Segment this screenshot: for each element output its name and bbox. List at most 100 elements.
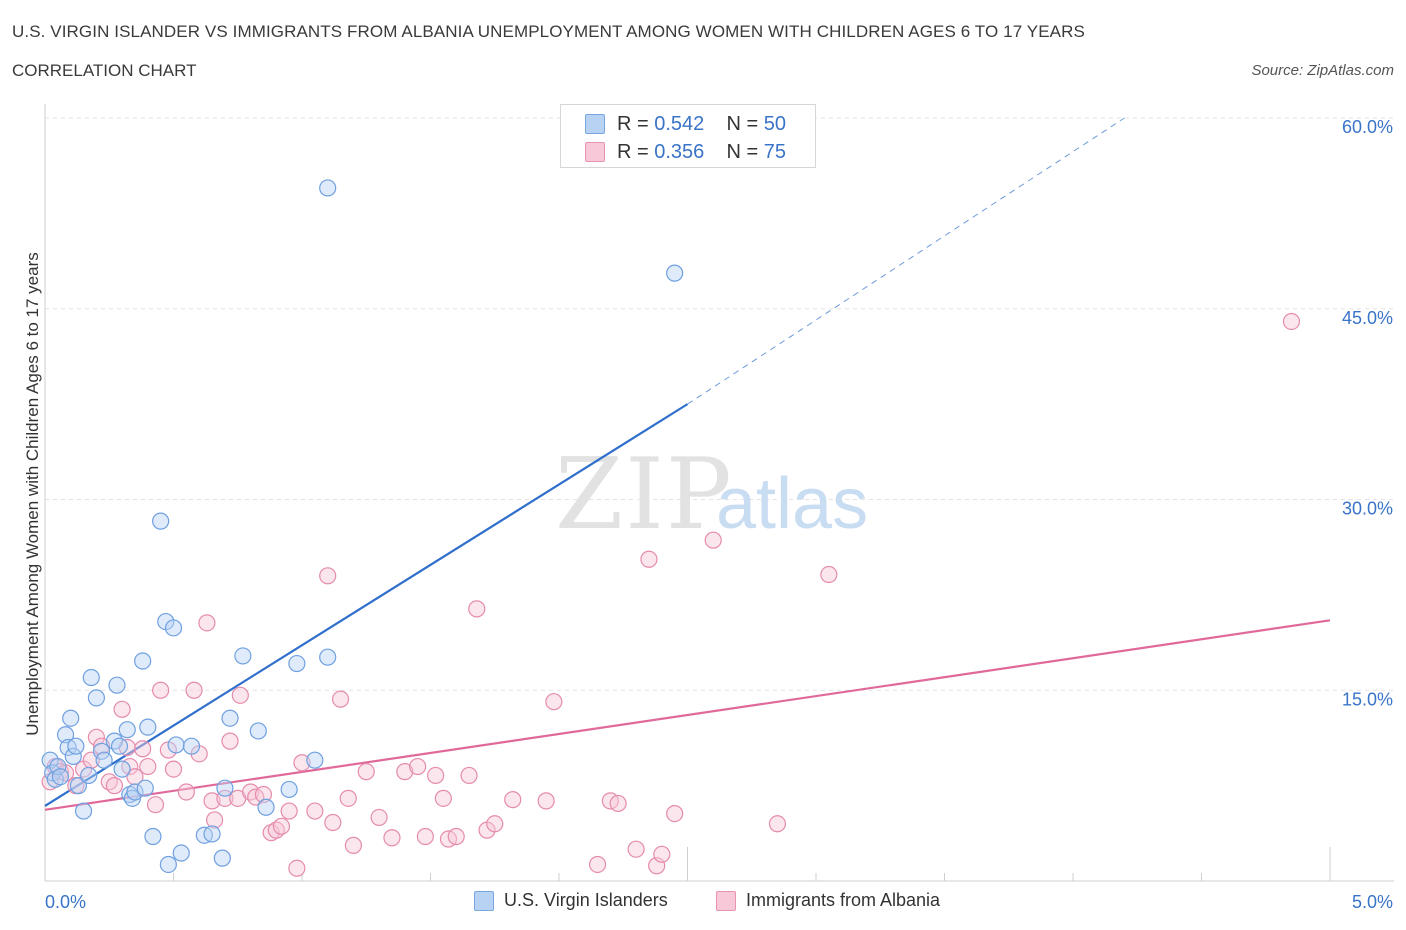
n-label: N =	[726, 140, 759, 163]
point-albania	[370, 808, 388, 827]
point-virgin-islanders	[56, 726, 75, 744]
point-albania	[627, 840, 645, 858]
point-virgin-islanders	[306, 751, 324, 769]
point-virgin-islanders	[167, 736, 185, 754]
point-albania	[820, 565, 838, 584]
point-virgin-islanders	[249, 722, 267, 740]
y-tick-label: 30.0%	[1342, 499, 1393, 519]
n-value: 75	[763, 140, 787, 163]
point-virgin-islanders	[136, 779, 154, 797]
point-virgin-islanders	[213, 849, 231, 867]
y-axis-label: Unemployment Among Women with Children A…	[23, 252, 42, 736]
point-albania	[704, 531, 722, 549]
r-label: R =	[617, 112, 649, 135]
point-albania	[383, 829, 401, 847]
point-virgin-islanders	[152, 512, 170, 530]
point-virgin-islanders	[82, 668, 100, 687]
point-virgin-islanders	[319, 648, 337, 666]
point-albania	[339, 789, 357, 807]
point-virgin-islanders	[108, 676, 126, 694]
point-albania	[242, 783, 260, 801]
point-virgin-islanders	[110, 737, 129, 755]
point-albania	[152, 681, 170, 699]
point-albania	[306, 802, 324, 820]
n-value: 50	[763, 112, 787, 135]
point-albania	[666, 805, 684, 823]
point-virgin-islanders	[113, 760, 131, 778]
point-albania	[324, 813, 342, 832]
point-virgin-islanders	[280, 780, 298, 799]
legend-row-albania: R = 0.356 N = 75	[585, 140, 786, 164]
legend-row-virgin-islanders: R = 0.542 N = 50	[585, 112, 786, 136]
point-virgin-islanders	[139, 718, 157, 736]
point-albania	[206, 811, 224, 829]
point-virgin-islanders	[144, 827, 162, 846]
trendlines	[44, 117, 1331, 811]
trendline-virgin-islanders	[44, 403, 689, 807]
point-albania	[447, 827, 465, 846]
point-albania	[640, 550, 658, 568]
point-albania	[198, 614, 216, 632]
point-albania	[1282, 312, 1301, 331]
point-albania	[221, 732, 239, 750]
legend-label: Immigrants from Albania	[746, 890, 941, 910]
point-albania	[460, 766, 478, 785]
point-virgin-islanders	[666, 264, 684, 282]
point-virgin-islanders	[95, 751, 113, 769]
correlation-legend: R = 0.542 N = 50 R = 0.356 N = 75	[560, 104, 816, 168]
point-albania	[254, 785, 273, 804]
point-albania	[134, 740, 152, 758]
r-label: R =	[617, 140, 649, 163]
point-virgin-islanders	[62, 709, 80, 727]
point-albania	[177, 783, 195, 801]
n-label: N =	[726, 112, 759, 135]
point-albania	[468, 600, 486, 618]
point-albania	[409, 757, 427, 776]
point-albania	[185, 681, 203, 699]
point-albania	[216, 789, 234, 807]
watermark: ZIP atlas	[555, 438, 868, 552]
point-albania	[768, 815, 787, 833]
point-virgin-islanders	[118, 721, 136, 739]
point-albania	[344, 836, 362, 854]
point-albania	[105, 777, 123, 795]
point-albania	[545, 693, 563, 711]
x-tick-label: 0.0%	[45, 892, 86, 912]
point-virgin-islanders	[234, 647, 252, 665]
point-albania	[504, 791, 522, 809]
point-albania	[331, 690, 350, 708]
r-value: 0.542	[654, 112, 705, 135]
point-albania	[164, 760, 183, 778]
point-virgin-islanders	[105, 732, 123, 750]
chart-subtitle: CORRELATION CHART	[12, 61, 197, 80]
point-virgin-islanders	[69, 777, 88, 795]
point-virgin-islanders	[80, 766, 98, 785]
legend-item-albania[interactable]: Immigrants from Albania	[716, 890, 940, 911]
point-albania	[486, 815, 504, 833]
point-albania	[357, 763, 375, 781]
point-albania	[146, 796, 165, 814]
tick-labels: 15.0% 30.0% 45.0% 60.0% 0.0% 5.0%	[45, 117, 1393, 912]
point-virgin-islanders	[64, 747, 82, 765]
point-albania	[588, 855, 607, 874]
point-virgin-islanders	[74, 802, 93, 820]
point-virgin-islanders	[67, 737, 85, 755]
legend-item-virgin-islanders[interactable]: U.S. Virgin Islanders	[474, 890, 668, 911]
point-albania	[434, 789, 452, 807]
point-virgin-islanders	[182, 737, 201, 755]
r-value: 0.356	[654, 140, 705, 163]
point-virgin-islanders	[159, 855, 177, 874]
point-albania	[653, 845, 671, 863]
legend-swatch-pink	[585, 142, 605, 162]
point-albania	[416, 827, 434, 846]
point-virgin-islanders	[134, 652, 152, 670]
source-credit: Source: ZipAtlas.com	[1251, 62, 1394, 79]
point-albania	[537, 792, 555, 810]
point-virgin-islanders	[319, 179, 337, 197]
point-virgin-islanders	[164, 619, 183, 637]
y-tick-label: 15.0%	[1342, 689, 1393, 709]
data-points	[41, 179, 1301, 877]
point-virgin-islanders	[87, 689, 106, 707]
point-virgin-islanders	[288, 654, 306, 673]
